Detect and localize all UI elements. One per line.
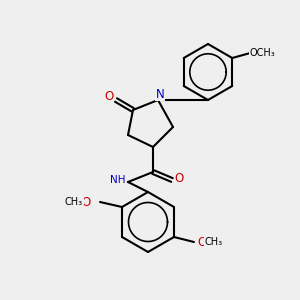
Text: CH₃: CH₃ <box>205 237 223 247</box>
Text: O: O <box>174 172 184 184</box>
Text: O: O <box>81 196 91 208</box>
Text: CH₃: CH₃ <box>65 197 83 207</box>
Text: O: O <box>197 236 207 248</box>
Text: N: N <box>156 88 164 100</box>
Text: O: O <box>104 91 114 103</box>
Text: NH: NH <box>110 175 126 185</box>
Text: OCH₃: OCH₃ <box>249 48 275 58</box>
